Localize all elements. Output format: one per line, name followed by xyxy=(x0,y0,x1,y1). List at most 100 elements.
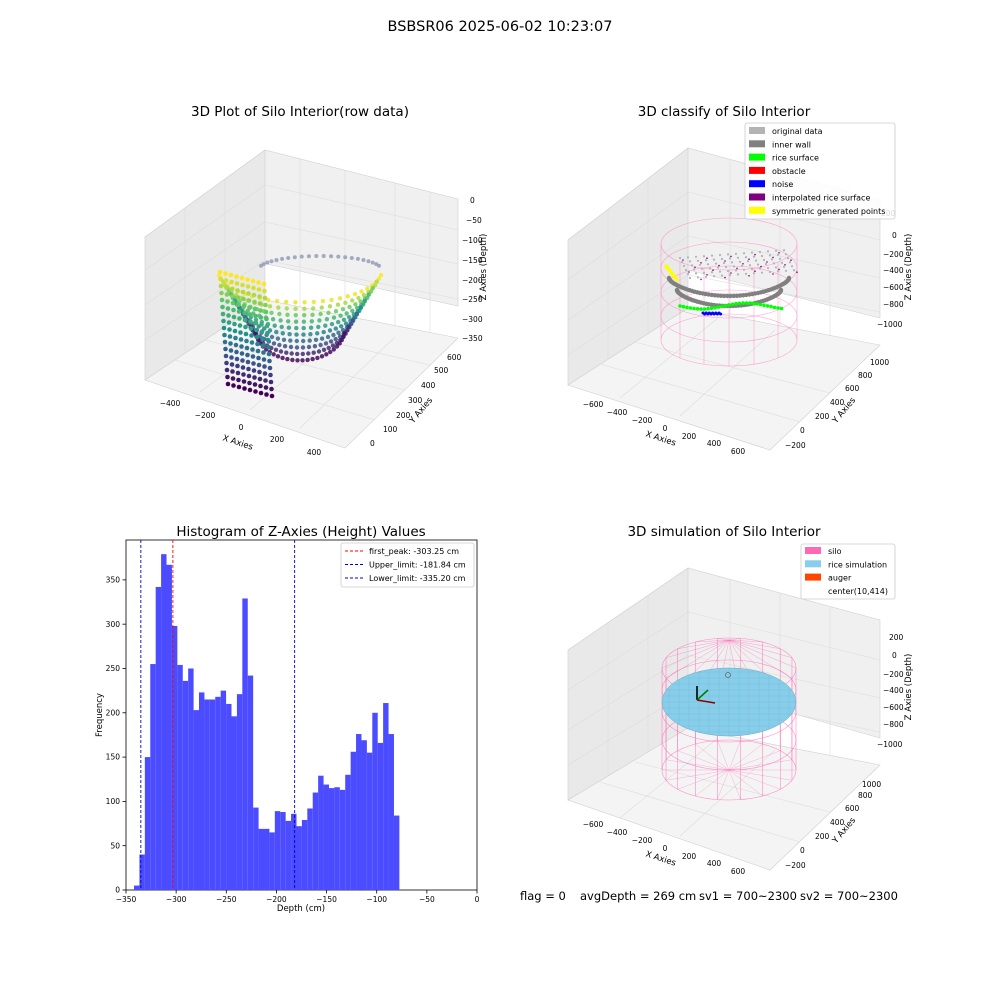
classify-z-tick: −400 xyxy=(883,266,904,275)
footer-sv1: sv1 = 700~2300 xyxy=(699,889,797,903)
raw-scatter-point xyxy=(240,365,246,370)
raw-scatter-point xyxy=(245,359,251,365)
classify-point xyxy=(704,259,708,262)
classify-y-tick: 800 xyxy=(858,371,873,380)
classify-point xyxy=(730,261,734,264)
classify-x-tick: −400 xyxy=(607,408,628,417)
raw-scatter-point xyxy=(243,324,248,330)
raw-scatter-point xyxy=(229,362,235,367)
histogram-reference-lines xyxy=(140,540,296,890)
raw-scatter-point xyxy=(259,329,265,334)
classify-point xyxy=(734,301,738,306)
classify-point xyxy=(708,267,712,270)
silo-roof-rib xyxy=(665,639,730,658)
raw-scatter-point xyxy=(323,323,328,328)
legend-label: symmetric generated points xyxy=(772,207,885,216)
histogram-bar xyxy=(171,625,178,890)
classify-point xyxy=(722,261,726,265)
silo-roof-rib xyxy=(717,638,730,641)
raw-scatter-point xyxy=(321,254,326,258)
raw-scatter-point xyxy=(234,349,239,355)
panel-classify-title: 3D classify of Silo Interior xyxy=(638,104,811,120)
raw-scatter-point xyxy=(331,347,336,352)
histogram-bar xyxy=(253,807,259,890)
classify-x-tick: −600 xyxy=(583,400,604,409)
sim-y-tick: 600 xyxy=(845,804,860,813)
raw-scatter-point xyxy=(275,336,281,341)
raw-scatter-point xyxy=(366,292,371,297)
raw-x-tick: 400 xyxy=(307,448,322,457)
simulation-rice-surface xyxy=(661,667,797,737)
raw-scatter-point xyxy=(289,351,294,356)
classify-point xyxy=(690,264,694,267)
histogram-bar xyxy=(182,680,189,890)
raw-scatter-point xyxy=(343,321,349,326)
panel-classify-x-ticks: −600 −400 −200 0 200 400 600 xyxy=(583,400,746,456)
raw-scatter-point xyxy=(256,362,262,368)
histogram-bar xyxy=(177,664,183,890)
classify-point xyxy=(682,259,684,261)
raw-scatter-point xyxy=(223,346,228,352)
panel-simulation-3d: 3D simulation of Silo Interior xyxy=(567,524,914,876)
raw-scatter-point xyxy=(265,337,271,343)
raw-scatter-point xyxy=(263,378,268,383)
raw-z-tick: −300 xyxy=(462,315,483,324)
classify-point xyxy=(744,272,748,275)
raw-scatter-point xyxy=(354,311,359,316)
classify-point xyxy=(700,267,704,270)
classify-point xyxy=(706,263,710,266)
classify-point xyxy=(750,268,754,271)
raw-scatter-point xyxy=(249,333,254,338)
legend-swatch xyxy=(749,166,765,174)
classify-point xyxy=(678,304,682,308)
raw-y-tick: 500 xyxy=(434,366,449,375)
classify-point xyxy=(758,267,762,270)
raw-scatter-point xyxy=(241,379,247,384)
histogram-legend-label: first_peak: -303.25 cm xyxy=(369,547,459,556)
raw-z-tick: −250 xyxy=(462,295,483,304)
raw-scatter-point xyxy=(312,344,318,349)
classify-point xyxy=(740,264,744,267)
classify-point xyxy=(754,270,756,273)
silo-floor-rib xyxy=(728,740,741,771)
raw-x-tick: 0 xyxy=(239,423,244,432)
raw-scatter-point xyxy=(263,385,269,390)
raw-scatter-point xyxy=(302,313,307,318)
histogram-legend: first_peak: -303.25 cm Upper_limit: -181.… xyxy=(340,542,475,588)
raw-scatter-point xyxy=(345,328,350,333)
raw-scatter-point xyxy=(220,304,225,310)
silo-floor-rib xyxy=(728,750,781,771)
raw-scatter-point xyxy=(234,274,239,279)
raw-scatter-point xyxy=(246,373,252,379)
raw-scatter-point xyxy=(240,358,245,363)
classify-z-tick: −200 xyxy=(883,250,904,259)
raw-scatter-point xyxy=(271,341,277,346)
panel-raw-y-ticks: 0 100 200 300 400 500 600 xyxy=(370,353,462,448)
raw-scatter-point xyxy=(277,342,282,348)
raw-scatter-point xyxy=(331,332,336,338)
raw-scatter-point xyxy=(236,384,242,390)
raw-scatter-point xyxy=(225,381,231,387)
raw-scatter-point xyxy=(228,341,233,346)
raw-x-label: X Axies xyxy=(221,433,254,452)
raw-scatter-point xyxy=(218,276,223,282)
raw-scatter-point xyxy=(328,339,334,344)
raw-scatter-point xyxy=(238,330,243,335)
raw-scatter-point xyxy=(245,308,250,313)
raw-scatter-point xyxy=(316,324,321,330)
classify-point xyxy=(688,276,692,280)
raw-scatter-point xyxy=(324,317,330,322)
raw-scatter-point xyxy=(259,263,263,268)
raw-scatter-point xyxy=(350,308,355,313)
classify-point xyxy=(748,275,750,277)
raw-scatter-point xyxy=(350,298,355,303)
histogram-bar xyxy=(345,774,351,890)
raw-scatter-point xyxy=(329,321,335,327)
classify-point xyxy=(768,254,772,257)
classify-point xyxy=(712,258,716,261)
raw-scatter-point xyxy=(294,338,299,344)
raw-scatter-point xyxy=(267,365,273,371)
classify-point xyxy=(776,306,780,310)
raw-scatter-point xyxy=(221,318,226,324)
raw-scatter-point xyxy=(243,331,249,337)
